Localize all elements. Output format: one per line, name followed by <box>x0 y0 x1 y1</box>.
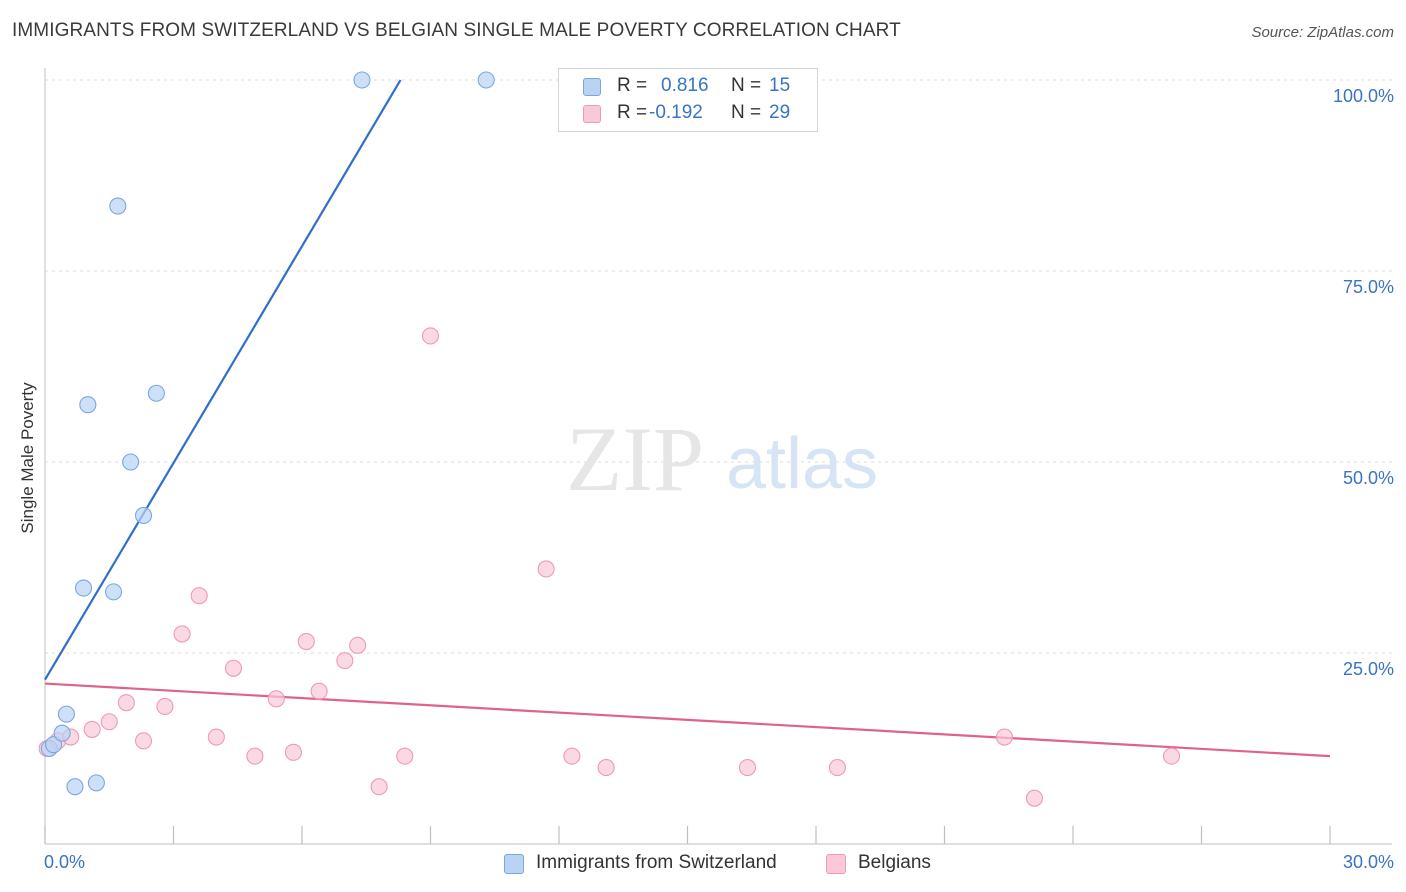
belgians-point <box>83 720 101 738</box>
switzerland-trend-line <box>44 79 402 681</box>
n-value: 15 <box>769 75 791 96</box>
n-label: N = <box>731 102 762 123</box>
chart-title: IMMIGRANTS FROM SWITZERLAND VS BELGIAN S… <box>12 20 901 41</box>
watermark-atlas: atlas <box>726 424 878 504</box>
belgians-point <box>828 759 846 777</box>
belgians-point <box>537 560 555 578</box>
belgians-point <box>267 690 285 708</box>
y-tick-label-50: 50.0% <box>1342 468 1394 488</box>
x-tick-label-min: 0.0% <box>44 852 86 872</box>
axis-layer <box>44 68 1392 845</box>
switzerland-point <box>147 384 165 402</box>
belgians-point <box>349 636 367 654</box>
stats-legend: R = 0.816 N = 15 R = -0.192 N = 29 <box>558 68 818 132</box>
n-label: N = <box>731 75 762 96</box>
legend-swatch-belgians <box>583 105 601 123</box>
points-layer <box>38 71 1181 807</box>
legend-swatch-switzerland <box>504 854 524 874</box>
switzerland-point <box>66 778 84 796</box>
switzerland-point <box>53 724 71 742</box>
belgians-point <box>738 759 757 777</box>
switzerland-point <box>79 396 97 414</box>
switzerland-point <box>353 71 371 89</box>
belgians-point <box>246 747 264 765</box>
belgians-point <box>370 778 388 796</box>
switzerland-point <box>87 774 105 792</box>
legend-swatch-switzerland <box>583 78 601 96</box>
belgians-point <box>134 732 153 750</box>
belgians-point <box>156 697 174 716</box>
series-legend: Immigrants from Switzerland Belgians <box>0 852 1406 878</box>
belgians-point <box>597 759 615 777</box>
switzerland-point <box>477 71 495 89</box>
belgians-point <box>421 327 440 345</box>
watermark-zip: ZIP <box>566 408 704 510</box>
legend-label-belgians: Belgians <box>858 852 931 873</box>
belgians-point <box>563 747 581 765</box>
source-label: Source: ZipAtlas.com <box>1251 24 1394 41</box>
switzerland-point <box>75 579 93 597</box>
belgians-point <box>190 587 208 605</box>
y-tick-label-75: 75.0% <box>1342 277 1394 297</box>
n-value: 29 <box>769 102 791 123</box>
switzerland-point <box>104 583 123 601</box>
belgians-point <box>336 652 354 670</box>
legend-swatch-belgians <box>826 854 846 874</box>
grid-layer <box>45 79 1392 654</box>
belgians-point <box>396 747 414 765</box>
belgians-point <box>284 743 302 761</box>
switzerland-point <box>45 736 63 754</box>
switzerland-point <box>57 705 75 723</box>
belgians-point <box>117 694 135 712</box>
belgians-point <box>224 659 243 677</box>
belgians-point <box>310 682 328 700</box>
belgians-point <box>1025 789 1043 807</box>
y-tick-label-25: 25.0% <box>1342 659 1394 679</box>
belgians-trend-line <box>44 682 1331 758</box>
belgians-point <box>207 728 225 746</box>
belgians-point <box>100 713 118 731</box>
switzerland-point <box>122 453 140 471</box>
switzerland-point <box>109 197 127 215</box>
watermark: ZIP atlas <box>566 408 878 510</box>
r-value: -0.192 <box>649 102 703 123</box>
x-tick-label-max: 30.0% <box>1342 852 1394 872</box>
r-label: R = <box>617 102 648 123</box>
belgians-point <box>995 728 1014 746</box>
trend-layer <box>44 79 1331 758</box>
switzerland-point <box>134 506 153 525</box>
r-value: 0.816 <box>661 75 709 96</box>
belgians-point <box>297 632 315 651</box>
y-tick-label-100: 100.0% <box>1332 86 1394 106</box>
r-label: R = <box>617 75 648 96</box>
belgians-point <box>1162 747 1181 765</box>
legend-label-switzerland: Immigrants from Switzerland <box>536 852 777 873</box>
belgians-point <box>173 625 191 643</box>
